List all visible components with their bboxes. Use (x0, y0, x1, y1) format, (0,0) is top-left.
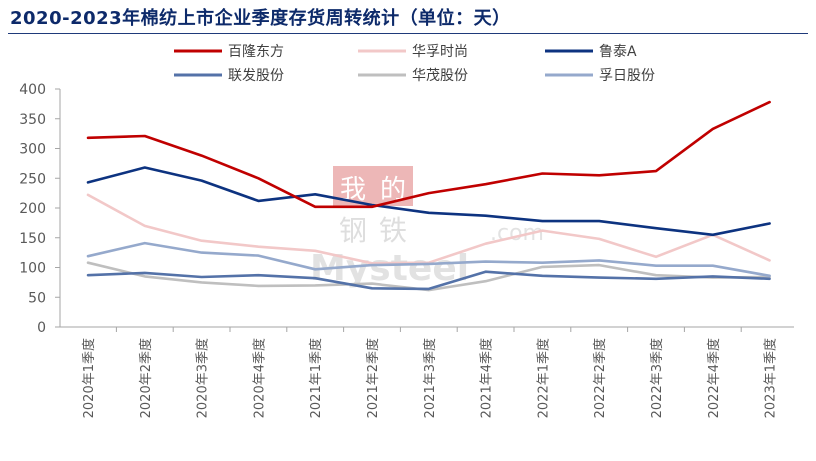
x-tick-label: 2020年2季度 (138, 338, 154, 418)
y-tick-label: 200 (19, 201, 46, 217)
x-tick-label: 2021年1季度 (308, 338, 324, 418)
x-tick-label: 2022年2季度 (592, 338, 608, 418)
x-tick-label: 2022年1季度 (535, 338, 551, 418)
title-underline (8, 33, 808, 34)
watermark-char-4: 铁 (379, 214, 407, 247)
x-tick-label: 2022年4季度 (706, 338, 722, 418)
series-lines (86, 100, 771, 292)
legend-label: 孚日股份 (599, 68, 655, 84)
watermark-char-3: 钢 (339, 214, 367, 247)
x-tick-label: 2020年4季度 (251, 338, 267, 418)
x-tick-label: 2023年1季度 (763, 338, 779, 418)
x-tick-label: 2021年4季度 (479, 338, 495, 418)
x-tick-label: 2021年3季度 (422, 338, 438, 418)
legend-label: 华茂股份 (412, 67, 468, 84)
axes: 0 50 100 150 200 250 300 350 400 2020年1季度 2020年2季度… (19, 82, 794, 418)
chart-title: 2020-2023年棉纺上市企业季度存货周转统计（单位：天） (10, 8, 511, 29)
x-tick-label: 2021年2季度 (365, 338, 381, 418)
series-line-1 (86, 100, 771, 209)
y-tick-label: 400 (19, 82, 46, 98)
x-tick-label: 2020年3季度 (195, 338, 211, 418)
legend-label: 联发股份 (228, 68, 284, 84)
legend-label: 百隆东方 (228, 44, 284, 60)
x-tick-label: 2020年1季度 (81, 338, 97, 418)
y-tick-label: 150 (19, 231, 46, 247)
y-tick-label: 250 (19, 171, 46, 187)
watermark: 我 的 钢 铁 Mysteel .com (310, 166, 544, 289)
y-tick-label: 0 (37, 320, 46, 336)
legend-label: 华孚时尚 (412, 44, 468, 60)
y-tick-label: 50 (28, 290, 46, 306)
legend: 百隆东方 华孚时尚 鲁泰A 联发股份 华茂股份 孚日股份 (174, 44, 655, 84)
x-tick-label: 2022年3季度 (649, 338, 665, 418)
series-line-6 (86, 241, 771, 278)
y-tick-label: 100 (19, 261, 46, 277)
series-line-3 (86, 166, 771, 237)
y-tick-label: 300 (19, 142, 46, 158)
watermark-domain: .com (490, 221, 544, 246)
legend-label: 鲁泰A (599, 44, 637, 60)
series-line-4 (86, 270, 771, 291)
y-tick-label: 350 (19, 112, 46, 128)
